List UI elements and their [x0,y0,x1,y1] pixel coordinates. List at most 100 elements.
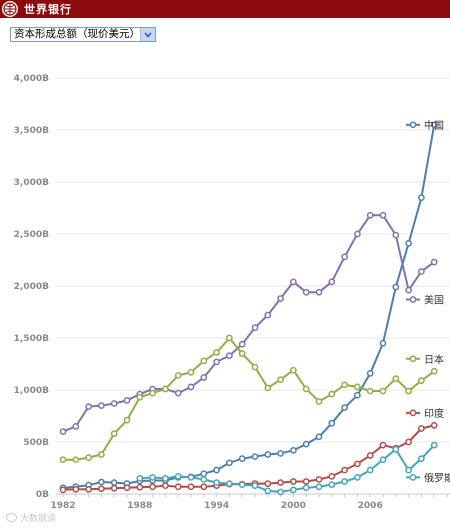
series-3-point [123,484,131,492]
series-0-point [200,470,208,478]
series-3-point [200,483,208,491]
series-0-point [366,370,374,377]
y-tick-label: 0B [36,490,49,500]
series-3-point [174,483,182,491]
series-1-point [110,400,118,407]
series-3-point [59,486,67,494]
series-2-point [430,367,438,375]
series-4-point [213,479,220,486]
watermark-text: 大数据谈 [20,514,57,524]
brand-title[interactable]: 世界银行 [24,3,72,16]
series-2-point [277,376,284,383]
series-0-legend-marker [409,121,417,129]
indicator-dropdown[interactable]: 资本形成总额（现价美元） [10,27,156,42]
series-2-point [85,454,92,461]
series-1-point [366,211,374,219]
chevron-down-icon[interactable] [140,28,155,41]
series-2-point [251,363,259,371]
world-bank-logo-icon[interactable] [2,1,18,17]
series-4-point [315,483,323,491]
series-0-point [379,339,387,347]
series-2-point [110,430,118,438]
series-3-point [328,472,336,480]
x-tick-label: 1988 [127,501,152,510]
series-1-point [315,288,323,296]
series-3-point [136,483,144,491]
series-0-point [238,455,246,462]
series-3-point [264,480,272,487]
series-1-point [328,278,336,286]
series-1-point [98,402,105,409]
series-3-point [110,484,118,492]
series-4-point [136,475,144,482]
series-3-point [290,478,297,485]
series-3-point [149,483,156,491]
series-4-point [302,484,310,492]
series-0-point [302,440,310,448]
series-4-legend-label: 俄罗斯 [424,471,450,484]
series-2-point [302,385,310,393]
series-4-point [187,474,195,481]
series-2-point [290,366,297,374]
series-3-point [418,425,425,432]
series-0-point [405,240,412,247]
series-1-point [379,211,387,219]
series-2-point [405,387,412,395]
series-0-point [98,478,105,486]
series-0-point [328,419,336,427]
series-1-point [341,253,348,261]
series-0-point [354,391,361,399]
series-1-point [200,374,208,381]
series-3-point [379,441,387,449]
series-4-point [200,476,208,483]
series-2-point [392,375,400,382]
series-4-point [226,480,233,487]
series-1-point [85,403,92,410]
series-2-point [187,368,195,376]
series-4-point [379,456,387,464]
series-1-point [418,268,425,275]
series-2-point [136,393,144,401]
series-2-point [341,381,348,389]
series-2-point [213,349,220,356]
series-2-point [238,350,246,357]
series-2-point [328,390,336,398]
series-1-point [123,397,131,404]
series-4-point [162,475,169,482]
series-2-point [315,398,323,405]
series-2-point [149,389,156,397]
series-3-point [277,479,284,486]
series-3-point [72,485,80,493]
series-1-point [354,230,361,238]
indicator-dropdown-value: 资本形成总额（现价美元） [14,28,140,40]
series-1-point [238,340,246,348]
series-4-point [405,466,412,474]
series-3-point [187,483,195,491]
series-0-legend-label: 中国 [424,119,444,132]
y-tick-label: 500B [23,438,49,448]
series-3-point [162,482,169,490]
series-3-legend-label: 印度 [424,407,444,420]
x-tick-label: 2000 [281,501,306,510]
series-2-point [72,456,80,464]
series-0-point [264,451,272,458]
series-3-point [430,422,438,429]
series-4-point [174,472,182,480]
series-1-point [392,231,400,239]
series-1-line [62,214,435,433]
series-4-point [264,487,272,495]
series-1-point [430,258,438,266]
series-2-point [366,387,374,395]
series-1-legend-marker [409,296,417,303]
series-2-point [59,456,67,464]
series-2-point [379,387,387,395]
series-2-legend-marker [409,355,417,363]
series-0-point [213,466,220,474]
x-tick-label: 1982 [50,501,75,510]
weibo-icon [6,513,17,522]
series-4-point [328,481,336,488]
series-3-point [315,476,323,483]
series-2-point [226,334,233,342]
series-3-point [366,452,374,459]
series-2-point [98,451,105,458]
